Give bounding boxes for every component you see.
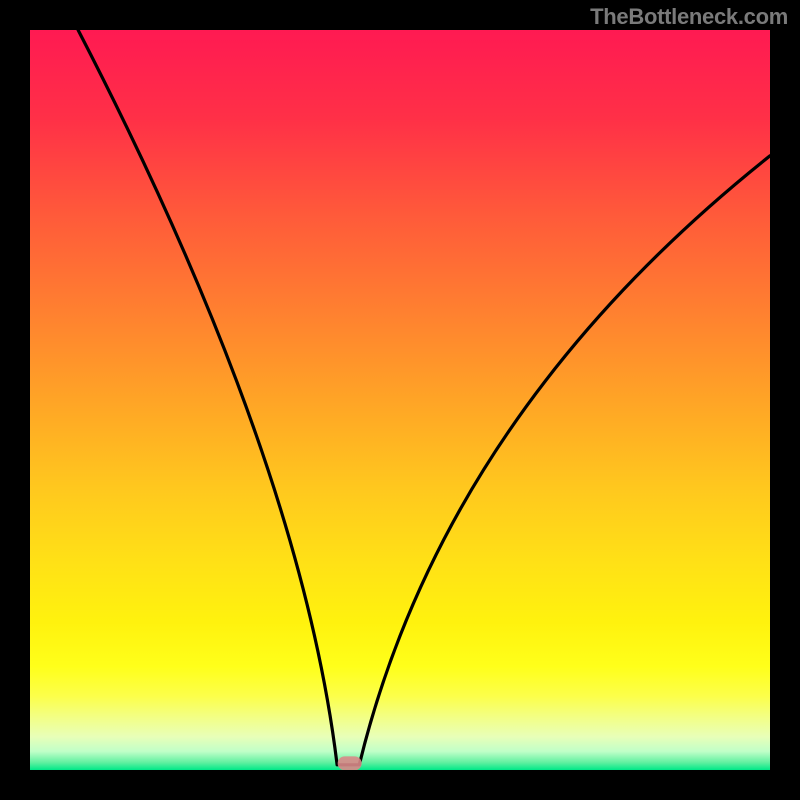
watermark-text: TheBottleneck.com	[590, 4, 788, 30]
figure-container: TheBottleneck.com	[0, 0, 800, 800]
chart-svg	[0, 0, 800, 800]
trough-marker	[338, 756, 362, 770]
plot-background	[30, 30, 770, 770]
